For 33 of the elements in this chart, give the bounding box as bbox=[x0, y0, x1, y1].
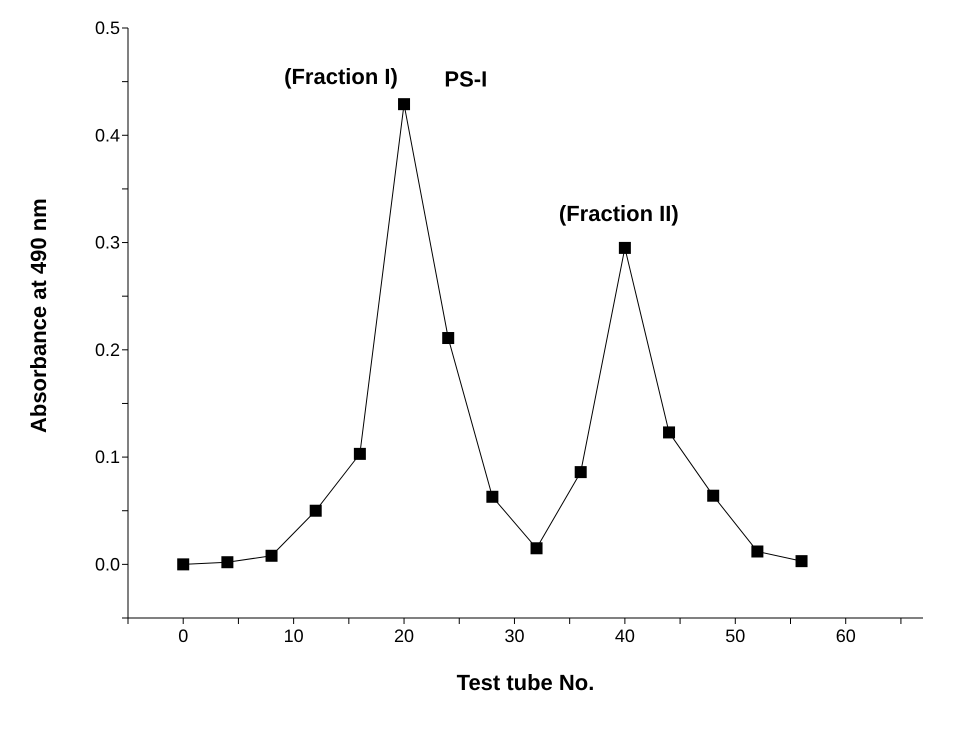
y-tick-label: 0.0 bbox=[94, 554, 120, 574]
point bbox=[398, 98, 410, 110]
point bbox=[442, 332, 454, 344]
point bbox=[796, 555, 808, 568]
point bbox=[530, 542, 543, 554]
x-tick-label: 20 bbox=[394, 626, 414, 646]
x-tick-label: 10 bbox=[284, 626, 304, 646]
point bbox=[663, 426, 676, 438]
y-tick-label: 0.3 bbox=[94, 232, 120, 253]
point bbox=[221, 556, 234, 568]
x-tick-label: 0 bbox=[178, 626, 188, 646]
x-tick-label: 40 bbox=[614, 626, 635, 646]
point bbox=[751, 545, 764, 558]
x-tick-label: 60 bbox=[836, 626, 856, 646]
x-tick-label: 50 bbox=[725, 626, 746, 646]
annotation: (Fraction II) bbox=[558, 200, 679, 226]
point bbox=[177, 558, 190, 570]
y-axis-title: Absorbance at 490 nm bbox=[26, 198, 51, 433]
point bbox=[266, 550, 278, 562]
y-tick-label: 0.5 bbox=[94, 18, 120, 38]
annotation: PS-I bbox=[444, 66, 488, 92]
annotation: (Fraction I) bbox=[284, 64, 398, 90]
point bbox=[574, 466, 587, 478]
x-tick-label: 30 bbox=[504, 626, 524, 646]
point bbox=[310, 504, 322, 517]
y-tick-label: 0.4 bbox=[94, 125, 120, 146]
point bbox=[354, 448, 366, 460]
x-axis-title: Test tube No. bbox=[456, 670, 594, 695]
y-tick-label: 0.2 bbox=[94, 340, 120, 360]
point bbox=[707, 490, 720, 502]
point bbox=[618, 242, 631, 254]
point bbox=[486, 490, 498, 503]
y-tick-label: 0.1 bbox=[94, 447, 120, 468]
